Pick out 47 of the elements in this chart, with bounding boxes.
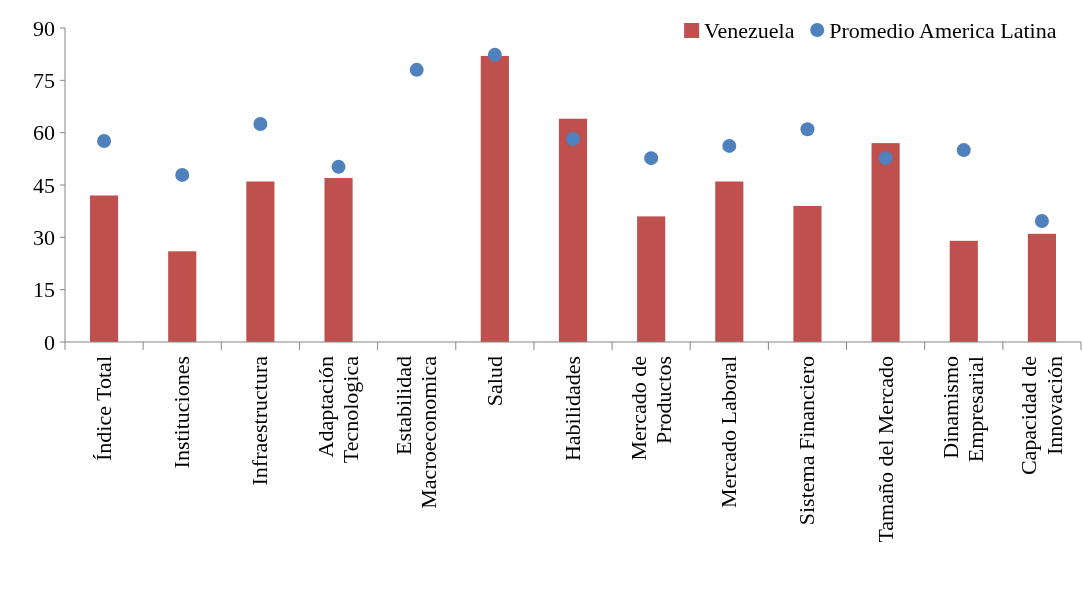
x-tick-label: Tamaño del Mercado xyxy=(872,356,898,543)
legend-label: Promedio America Latina xyxy=(829,17,1057,43)
x-tick-label: Habilidades xyxy=(560,356,585,462)
y-tick-label: 90 xyxy=(33,15,55,41)
y-tick-label: 15 xyxy=(33,277,55,303)
bar xyxy=(871,143,900,342)
x-tick-label: Estabilidad Macroeconomica xyxy=(391,355,442,509)
point xyxy=(331,159,346,174)
bar xyxy=(715,181,744,342)
bar xyxy=(793,205,822,342)
y-tick-label: 75 xyxy=(33,68,55,94)
bar xyxy=(246,181,275,342)
y-tick-label: 60 xyxy=(33,120,55,146)
y-tick-label: 30 xyxy=(33,225,55,251)
x-tick-label: Capacidad de Innovación xyxy=(1016,356,1067,476)
x-tick-label: Adaptación Tecnologica xyxy=(312,355,364,464)
x-tick-label: Instituciones xyxy=(169,356,195,469)
point xyxy=(878,151,893,166)
point xyxy=(956,143,971,158)
bar xyxy=(168,251,197,342)
point xyxy=(722,138,737,153)
point xyxy=(644,151,659,166)
bar xyxy=(949,240,978,342)
point xyxy=(487,47,502,62)
point xyxy=(175,167,190,182)
x-tick-label: Dinamismo Empresarial xyxy=(938,356,989,463)
y-tick-label: 0 xyxy=(44,329,55,355)
point xyxy=(409,62,424,77)
bar xyxy=(480,55,509,342)
x-tick-label: Índice Total xyxy=(91,356,117,461)
point xyxy=(800,122,815,137)
legend-label: Venezuela xyxy=(704,17,795,43)
point xyxy=(1034,213,1049,228)
point xyxy=(566,131,580,146)
bar xyxy=(324,178,353,342)
x-tick-label: Mercado Laboral xyxy=(716,356,742,509)
x-tick-label: Salud xyxy=(481,356,507,407)
point xyxy=(97,134,112,149)
point xyxy=(253,116,268,131)
x-tick-label: Mercado de Productos xyxy=(625,356,676,461)
bar xyxy=(1027,233,1056,342)
bar xyxy=(637,216,666,342)
x-tick-label: Sistema Financiero xyxy=(794,356,820,526)
bar xyxy=(558,118,588,342)
y-tick-label: 45 xyxy=(33,172,55,198)
bar xyxy=(90,195,119,342)
x-tick-label: Infraestructura xyxy=(247,355,273,486)
